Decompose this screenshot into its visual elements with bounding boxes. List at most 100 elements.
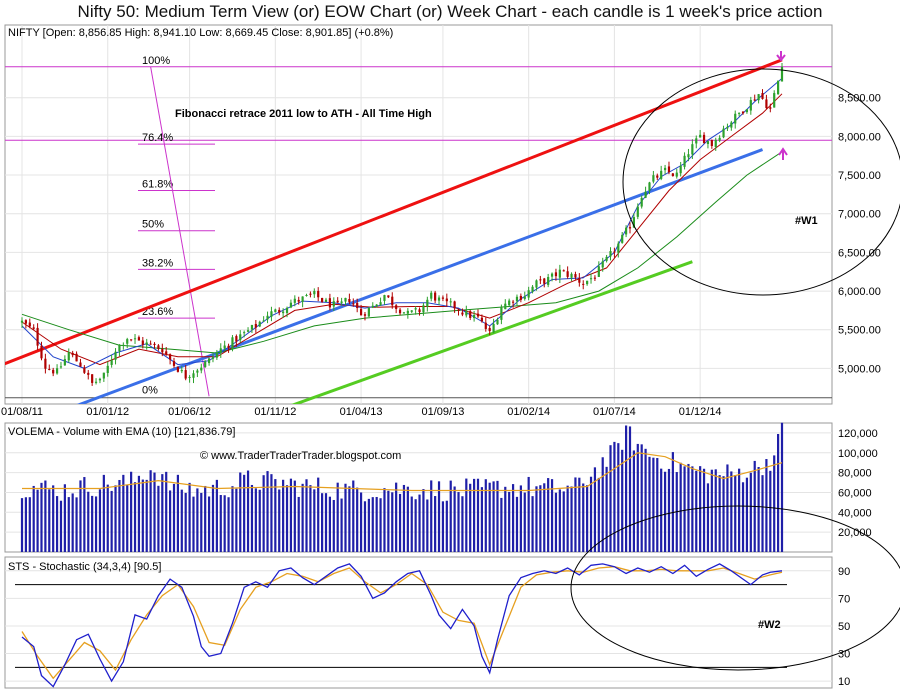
- candle-body: [83, 367, 86, 373]
- volume-bar: [445, 500, 448, 552]
- candle-body: [418, 309, 421, 313]
- volume-bar: [702, 468, 706, 552]
- volume-bar: [184, 492, 187, 552]
- price-x-tick-label: 01/02/14: [507, 406, 550, 418]
- candle-body: [254, 323, 257, 328]
- volume-bar: [352, 480, 355, 552]
- candle-body: [691, 144, 694, 155]
- price-x-tick-label: 01/09/13: [422, 406, 465, 418]
- volume-bar: [161, 474, 164, 552]
- volume-bar: [476, 478, 480, 552]
- candle-body: [566, 271, 569, 277]
- candle-body: [87, 372, 90, 375]
- volume-bar: [601, 457, 604, 552]
- stochastic-panel: 10 30 50 70 90 STS - Stochastic (34,3,4) [90.…: [4, 556, 850, 689]
- candle-body: [508, 300, 511, 306]
- volume-bar: [278, 489, 281, 552]
- candle-body: [457, 309, 460, 312]
- candle-body: [24, 320, 27, 324]
- volume-bar: [106, 484, 109, 552]
- candle-body: [515, 296, 519, 302]
- volume-bar: [207, 496, 211, 552]
- volume-bar: [699, 466, 702, 552]
- candle-body: [305, 294, 308, 296]
- price-panel: 5,000.00 5,500.00 6,000.00 6,500.00 7,000.00…: [1, 24, 881, 418]
- volume-bar: [211, 484, 215, 552]
- candle-body: [422, 305, 425, 313]
- volume-bar: [126, 485, 129, 552]
- volume-bar: [223, 495, 226, 552]
- candle-body: [313, 290, 316, 295]
- volume-bar: [406, 486, 409, 552]
- volume-bar: [169, 490, 172, 552]
- volume-bar: [71, 493, 74, 552]
- volume-bar: [500, 497, 503, 552]
- annotation-w2: #W2: [758, 619, 781, 631]
- volume-bar: [566, 485, 569, 552]
- candle-body: [675, 172, 678, 177]
- candle-body: [258, 321, 261, 327]
- candle-body: [328, 298, 331, 308]
- volume-bar: [437, 481, 441, 552]
- candle-body: [414, 308, 417, 310]
- candle-body: [126, 339, 129, 344]
- volume-bar: [172, 483, 176, 552]
- candle-body: [340, 301, 343, 303]
- candle-body: [145, 342, 148, 345]
- candle-body: [243, 332, 246, 334]
- volume-bar: [488, 482, 491, 552]
- candle-body: [445, 298, 448, 302]
- candle-body: [250, 324, 254, 330]
- price-panel-frame: [4, 24, 833, 405]
- volume-bar: [531, 496, 534, 552]
- stochastic-k-line: [21, 563, 783, 688]
- volume-bar: [301, 483, 304, 552]
- candle-body: [504, 303, 507, 310]
- volume-bar: [153, 472, 156, 552]
- candle-body: [98, 378, 102, 381]
- candle-body: [387, 295, 390, 298]
- volume-bar: [371, 497, 374, 552]
- volume-bar: [87, 491, 90, 552]
- candle-body: [317, 290, 320, 298]
- volume-bar: [274, 479, 277, 552]
- candle-body: [180, 369, 183, 372]
- ema-slow-line: [21, 151, 783, 354]
- candle-body: [28, 322, 31, 327]
- volume-bar: [398, 493, 402, 552]
- volume-bar: [246, 470, 250, 552]
- volume-bar: [492, 481, 495, 552]
- volume-bar: [449, 480, 452, 552]
- candle-body: [196, 370, 199, 373]
- candle-body: [753, 99, 756, 101]
- channel-top-trendline: [5, 58, 783, 366]
- fibonacci-level-label: 100%: [142, 55, 170, 67]
- candle-body: [652, 175, 655, 182]
- volume-bar: [36, 489, 39, 552]
- candle-body: [730, 122, 733, 128]
- candle-body: [153, 343, 156, 346]
- candle-body: [79, 362, 82, 367]
- volume-bar: [130, 471, 133, 552]
- volume-bar: [395, 482, 398, 552]
- volume-bar: [289, 478, 293, 552]
- volume-bar: [636, 443, 639, 552]
- volume-bar: [402, 484, 406, 552]
- volume-bar: [192, 496, 195, 552]
- volume-bar: [547, 478, 550, 552]
- volume-bar: [667, 468, 671, 552]
- volume-bar: [63, 484, 66, 552]
- candle-body: [625, 227, 628, 235]
- volume-bar: [67, 497, 70, 552]
- volume-bar: [453, 486, 456, 552]
- volume-bar: [574, 477, 577, 552]
- volume-bar: [640, 444, 643, 552]
- candle-body: [679, 165, 682, 174]
- volume-bar: [714, 469, 717, 552]
- volume-bar: [367, 498, 370, 552]
- candle-body: [683, 155, 686, 167]
- candle-body: [617, 243, 620, 253]
- volume-bar: [761, 475, 764, 552]
- candle-body: [687, 154, 690, 158]
- candle-body: [749, 100, 752, 111]
